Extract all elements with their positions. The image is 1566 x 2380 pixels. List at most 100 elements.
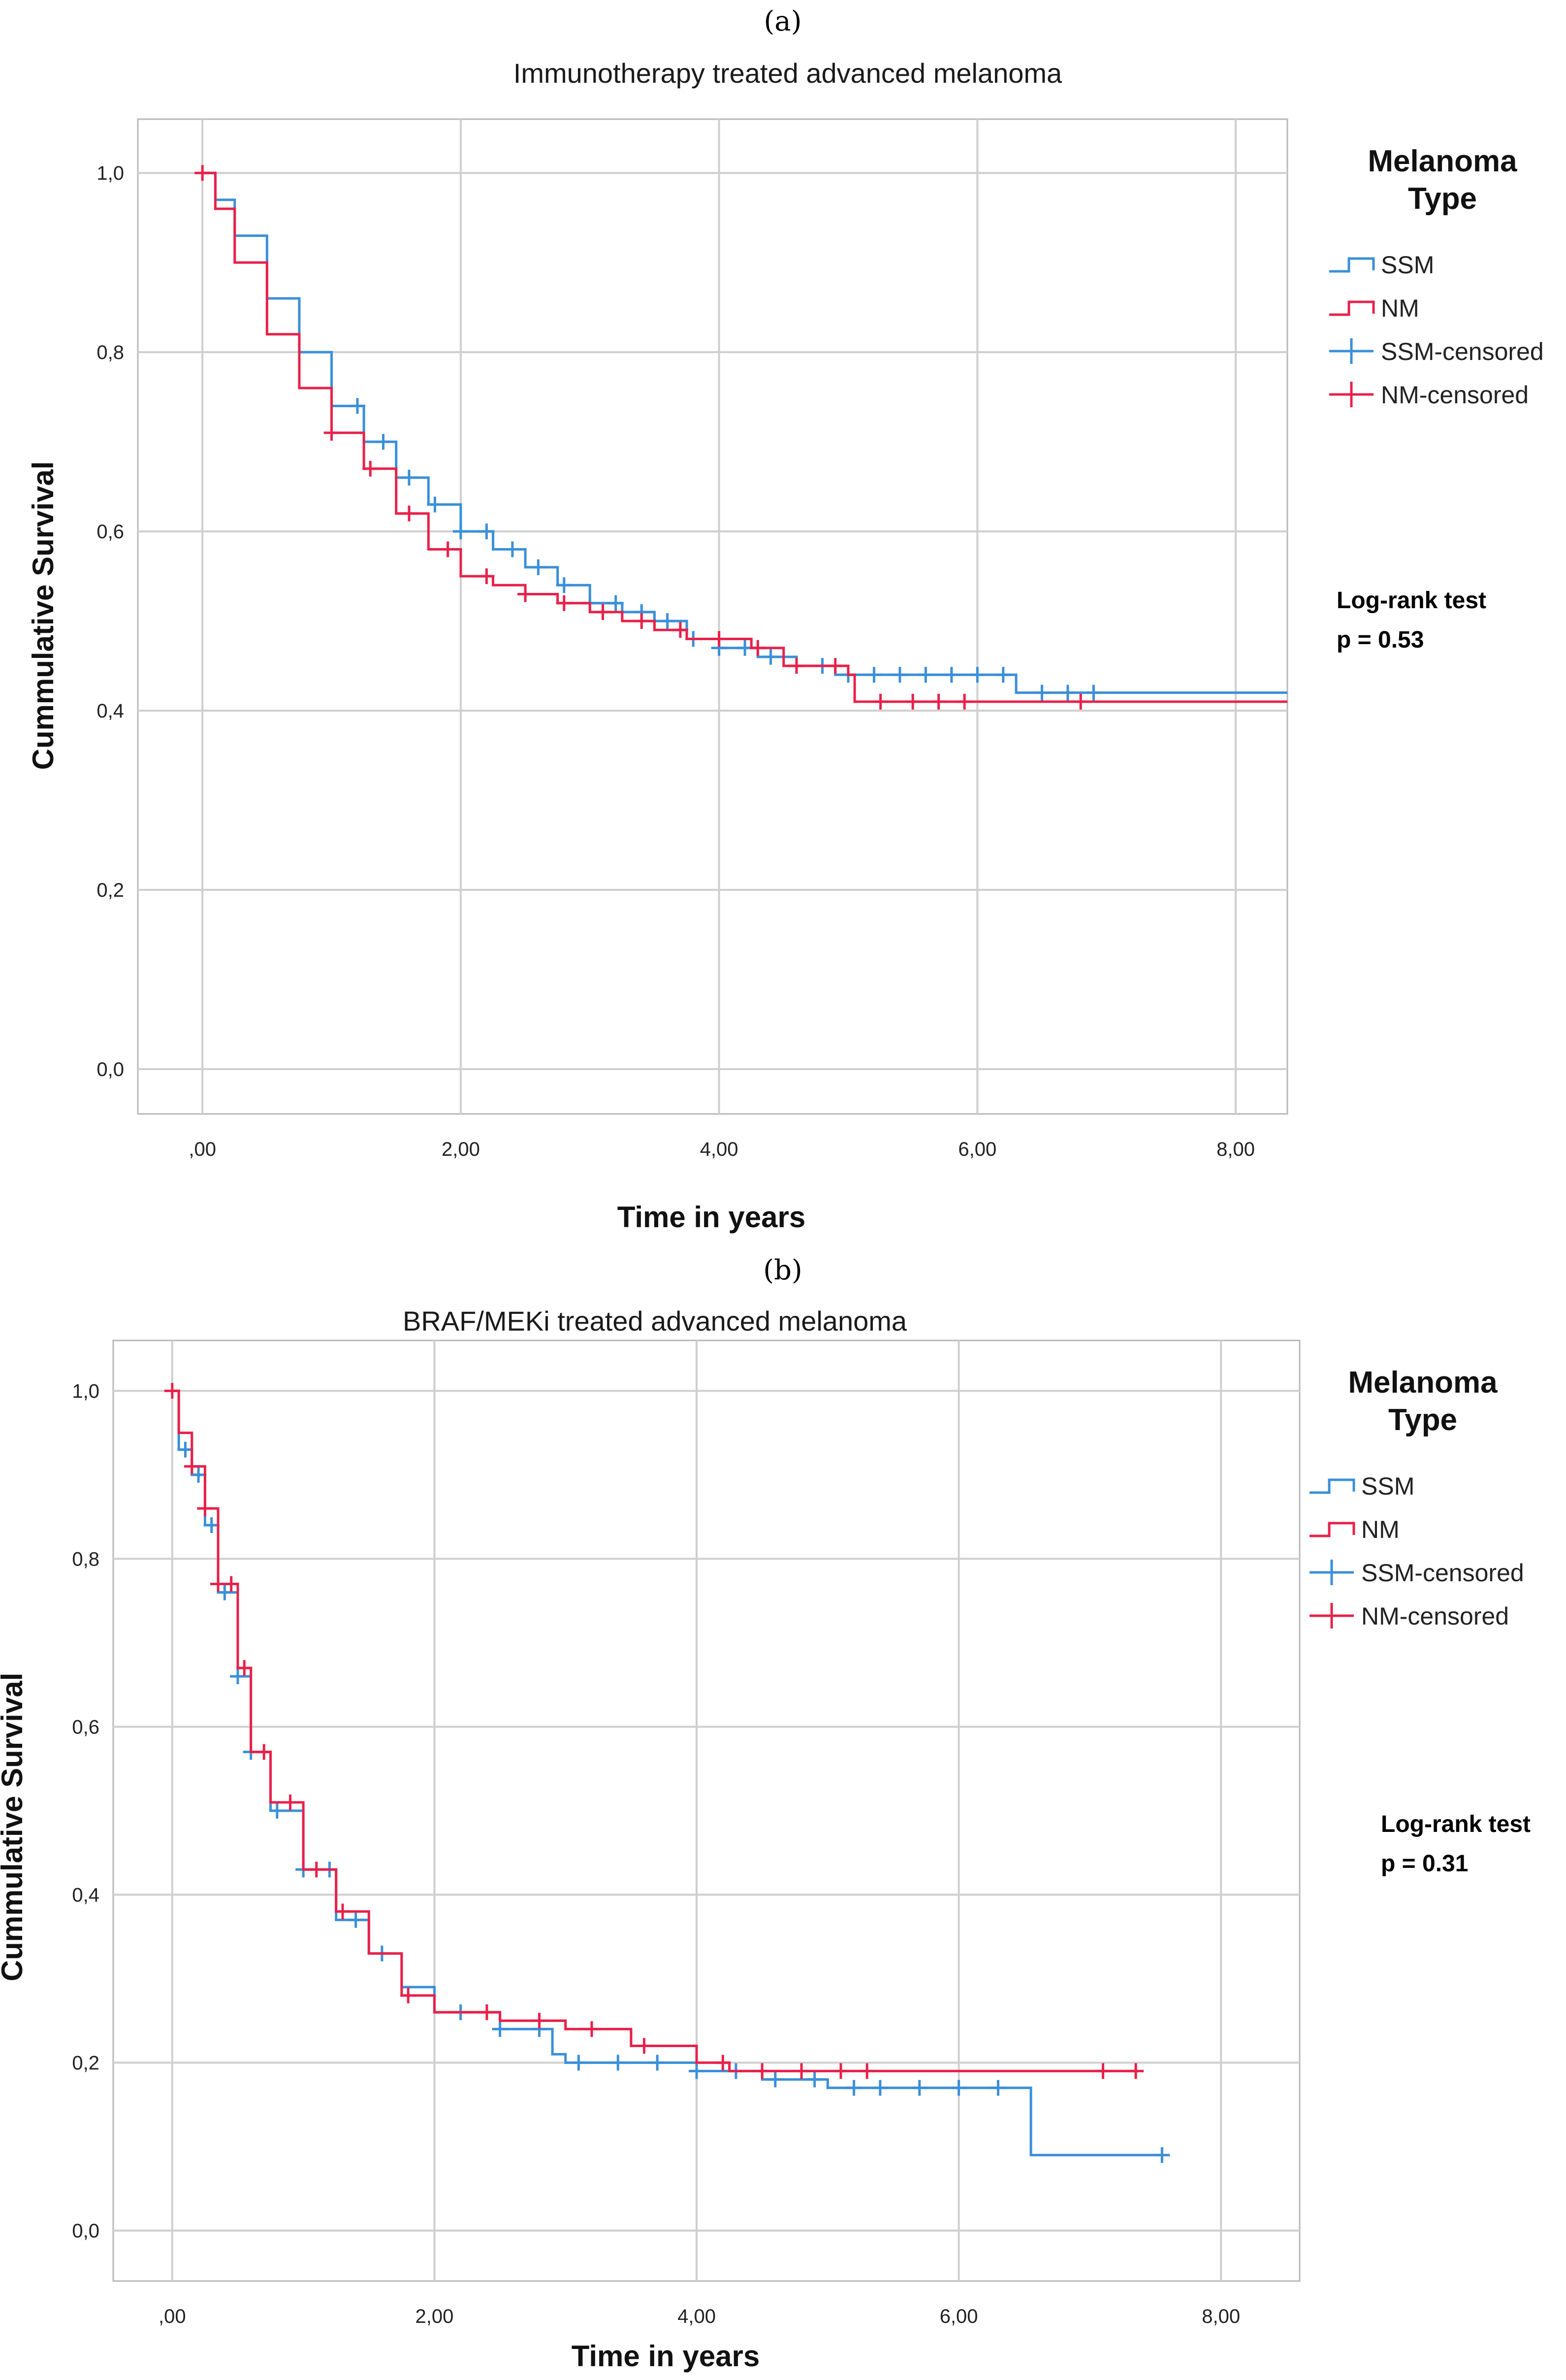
censor-mark-ssm xyxy=(892,667,908,683)
x-tick-label: 4,00 xyxy=(700,1139,738,1160)
y-tick-label: 1,0 xyxy=(72,1380,99,1402)
censor-mark-ssm xyxy=(350,398,366,414)
legend-entry-nm: NM xyxy=(1361,1516,1400,1543)
censor-mark-nm xyxy=(197,1500,213,1517)
censor-mark-ssm xyxy=(504,541,520,557)
censor-mark-nm xyxy=(335,1903,351,1920)
panel-a: (a) Immunotherapy treated advanced melano… xyxy=(27,5,1544,1234)
legend-title: Melanoma xyxy=(1368,144,1517,178)
legend-swatch-nm xyxy=(1310,1522,1355,1537)
x-tick-label: 8,00 xyxy=(1202,2306,1240,2327)
censor-mark-nm xyxy=(531,2013,547,2029)
chart-title: Immunotherapy treated advanced melanoma xyxy=(513,58,1062,89)
censor-mark-ssm xyxy=(995,667,1011,683)
legend-swatch-nm xyxy=(1329,300,1375,316)
censor-mark-ssm xyxy=(348,1912,364,1928)
censor-mark-ssm xyxy=(452,523,469,540)
y-axis-label: Cummulative Survival xyxy=(0,1673,29,1982)
panel-label: (b) xyxy=(763,1254,802,1286)
censor-mark-nm xyxy=(256,1744,272,1760)
plot-area xyxy=(112,1339,1301,2282)
x-tick-label: ,00 xyxy=(189,1139,216,1160)
legend-title: Type xyxy=(1388,1403,1457,1437)
censor-mark-nm xyxy=(1095,2063,1111,2079)
y-tick-label: 0,4 xyxy=(96,700,124,722)
legend-entry-nm: NM xyxy=(1381,294,1419,322)
y-tick-label: 0,8 xyxy=(96,342,124,363)
y-tick-label: 0,8 xyxy=(72,1548,99,1570)
censor-mark-nm xyxy=(223,1576,239,1592)
censor-mark-ssm xyxy=(767,2071,783,2087)
censor-mark-ssm xyxy=(1034,685,1050,701)
censor-mark-ssm xyxy=(492,2021,508,2037)
legend-title: Type xyxy=(1408,182,1477,216)
censor-mark-nm xyxy=(634,613,650,629)
censor-mark-nm xyxy=(711,631,727,647)
log-rank-label: Log-rank test xyxy=(1381,1811,1531,1837)
censor-mark-ssm xyxy=(806,2071,823,2087)
censor-mark-nm xyxy=(308,1861,324,1878)
censor-mark-ssm xyxy=(530,559,546,575)
censor-mark-nm xyxy=(930,693,947,710)
series-line-nm xyxy=(172,1389,1136,2073)
censor-mark-ssm xyxy=(191,1467,207,1483)
censor-mark-nm xyxy=(479,568,495,585)
legend-entry-ssm: SSM xyxy=(1381,251,1434,279)
censor-mark-nm xyxy=(517,586,534,602)
legend-entry-ssm-censored: SSM-censored xyxy=(1361,1559,1524,1587)
censor-mark-ssm xyxy=(571,2054,587,2071)
censor-mark-ssm xyxy=(649,2054,666,2071)
legend-swatch-ssm xyxy=(1329,257,1375,273)
censor-mark-nm xyxy=(556,595,572,611)
censor-mark-ssm xyxy=(203,1517,220,1533)
y-axis-label: Cummulative Survival xyxy=(27,461,60,770)
censor-mark-nm xyxy=(440,541,456,557)
censor-mark-ssm xyxy=(846,2080,862,2096)
legend-swatch-ssm-censored xyxy=(1310,1560,1354,1585)
censor-mark-ssm xyxy=(607,595,624,611)
censor-mark-ssm xyxy=(556,577,572,593)
censor-mark-ssm xyxy=(401,469,417,486)
censor-mark-nm xyxy=(184,1458,200,1474)
log-rank-label: Log-rank test xyxy=(1337,587,1486,614)
censor-mark-nm xyxy=(401,505,417,522)
censor-mark-nm xyxy=(323,424,340,441)
censor-mark-ssm xyxy=(911,2080,927,2096)
chart-title: BRAF/MEKi treated advanced melanoma xyxy=(403,1305,907,1337)
censor-mark-nm xyxy=(750,640,766,656)
censor-mark-nm xyxy=(789,658,805,674)
p-value: p = 0.53 xyxy=(1337,627,1424,653)
x-tick-label: 8,00 xyxy=(1216,1139,1255,1160)
censor-mark-nm xyxy=(236,1660,253,1676)
x-tick-label: 2,00 xyxy=(415,2306,454,2327)
censor-mark-ssm xyxy=(659,613,675,629)
censor-mark-nm xyxy=(479,2004,495,2021)
censor-mark-nm xyxy=(957,693,973,710)
legend-swatch-nm-censored xyxy=(1329,382,1374,407)
censor-mark-ssm xyxy=(918,667,934,683)
censor-mark-nm xyxy=(194,165,211,181)
x-tick-label: 6,00 xyxy=(940,2306,978,2327)
censor-mark-nm xyxy=(164,1383,180,1399)
censor-mark-nm xyxy=(362,460,379,477)
x-axis-label: Time in years xyxy=(572,2340,760,2373)
p-value: p = 0.31 xyxy=(1381,1851,1468,1877)
censor-mark-ssm xyxy=(1154,2147,1170,2163)
y-tick-label: 0,2 xyxy=(72,2053,99,2074)
censor-mark-nm xyxy=(872,693,889,710)
y-tick-label: 0,6 xyxy=(96,521,124,543)
x-tick-label: 4,00 xyxy=(677,2306,716,2327)
legend-entry-ssm-censored: SSM-censored xyxy=(1381,338,1544,365)
y-tick-label: 0,2 xyxy=(96,880,124,901)
censor-mark-nm xyxy=(859,2063,875,2079)
plot-area xyxy=(137,118,1288,1115)
censor-mark-nm xyxy=(832,2063,849,2079)
censor-mark-nm xyxy=(400,1988,416,2004)
y-tick-label: 0,4 xyxy=(72,1885,99,1906)
panel-b: (b) BRAF/MEKi treated advanced melanoma ,0… xyxy=(0,1254,1531,2373)
censor-mark-ssm xyxy=(427,496,443,513)
censor-mark-ssm xyxy=(177,1441,193,1458)
y-tick-label: 0,6 xyxy=(72,1716,99,1738)
legend-entry-nm-censored: NM-censored xyxy=(1381,381,1529,409)
censor-mark-nm xyxy=(1073,693,1089,710)
